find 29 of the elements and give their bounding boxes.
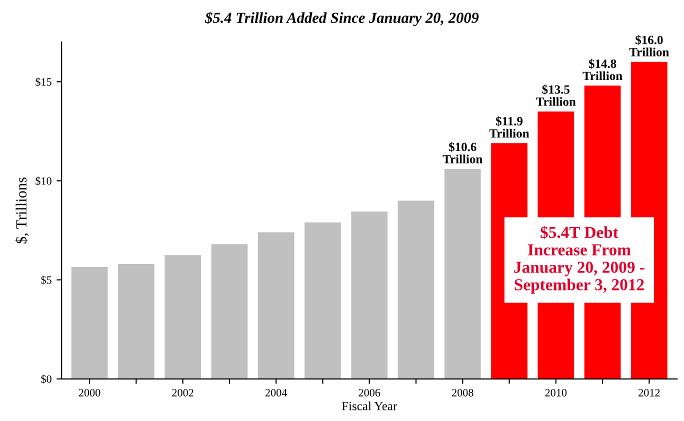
bar (351, 211, 388, 379)
annotation: $5.4T Debt Increase From January 20, 2009 - September 3, 2012 (514, 226, 644, 294)
chart-subtitle: $5.4 Trillion Added Since January 20, 2009 (204, 12, 479, 26)
x-tick-label: 2004 (265, 388, 288, 396)
bar (118, 264, 154, 379)
data-label: $10.6 Trillion (442, 142, 482, 164)
bar (398, 200, 434, 379)
data-label: $11.9 Trillion (489, 116, 530, 138)
x-tick-label: 2012 (638, 388, 660, 396)
bar (258, 232, 294, 379)
bar (304, 222, 341, 379)
x-tick-label: 2000 (78, 388, 100, 396)
bar (211, 244, 248, 379)
y-tick-label: $15 (36, 78, 52, 86)
x-tick-label: 2008 (452, 388, 474, 396)
bar (71, 266, 108, 379)
x-tick-label: 2010 (545, 388, 567, 396)
y-tick-label: $5 (41, 276, 52, 285)
x-axis-title: Fiscal Year (342, 401, 398, 410)
x-tick-label: 2002 (172, 388, 194, 396)
bar (444, 168, 481, 379)
data-label: $16.0 Trillion (629, 35, 670, 56)
data-label: $13.5 Trillion (536, 84, 576, 106)
data-label: $14.8 Trillion (582, 58, 622, 80)
x-tick-label: 2006 (358, 388, 380, 396)
y-tick-label: $10 (36, 176, 52, 186)
bar (164, 255, 202, 379)
y-axis-title: $, Trillions (15, 178, 29, 244)
y-tick-label: $0 (41, 374, 52, 384)
